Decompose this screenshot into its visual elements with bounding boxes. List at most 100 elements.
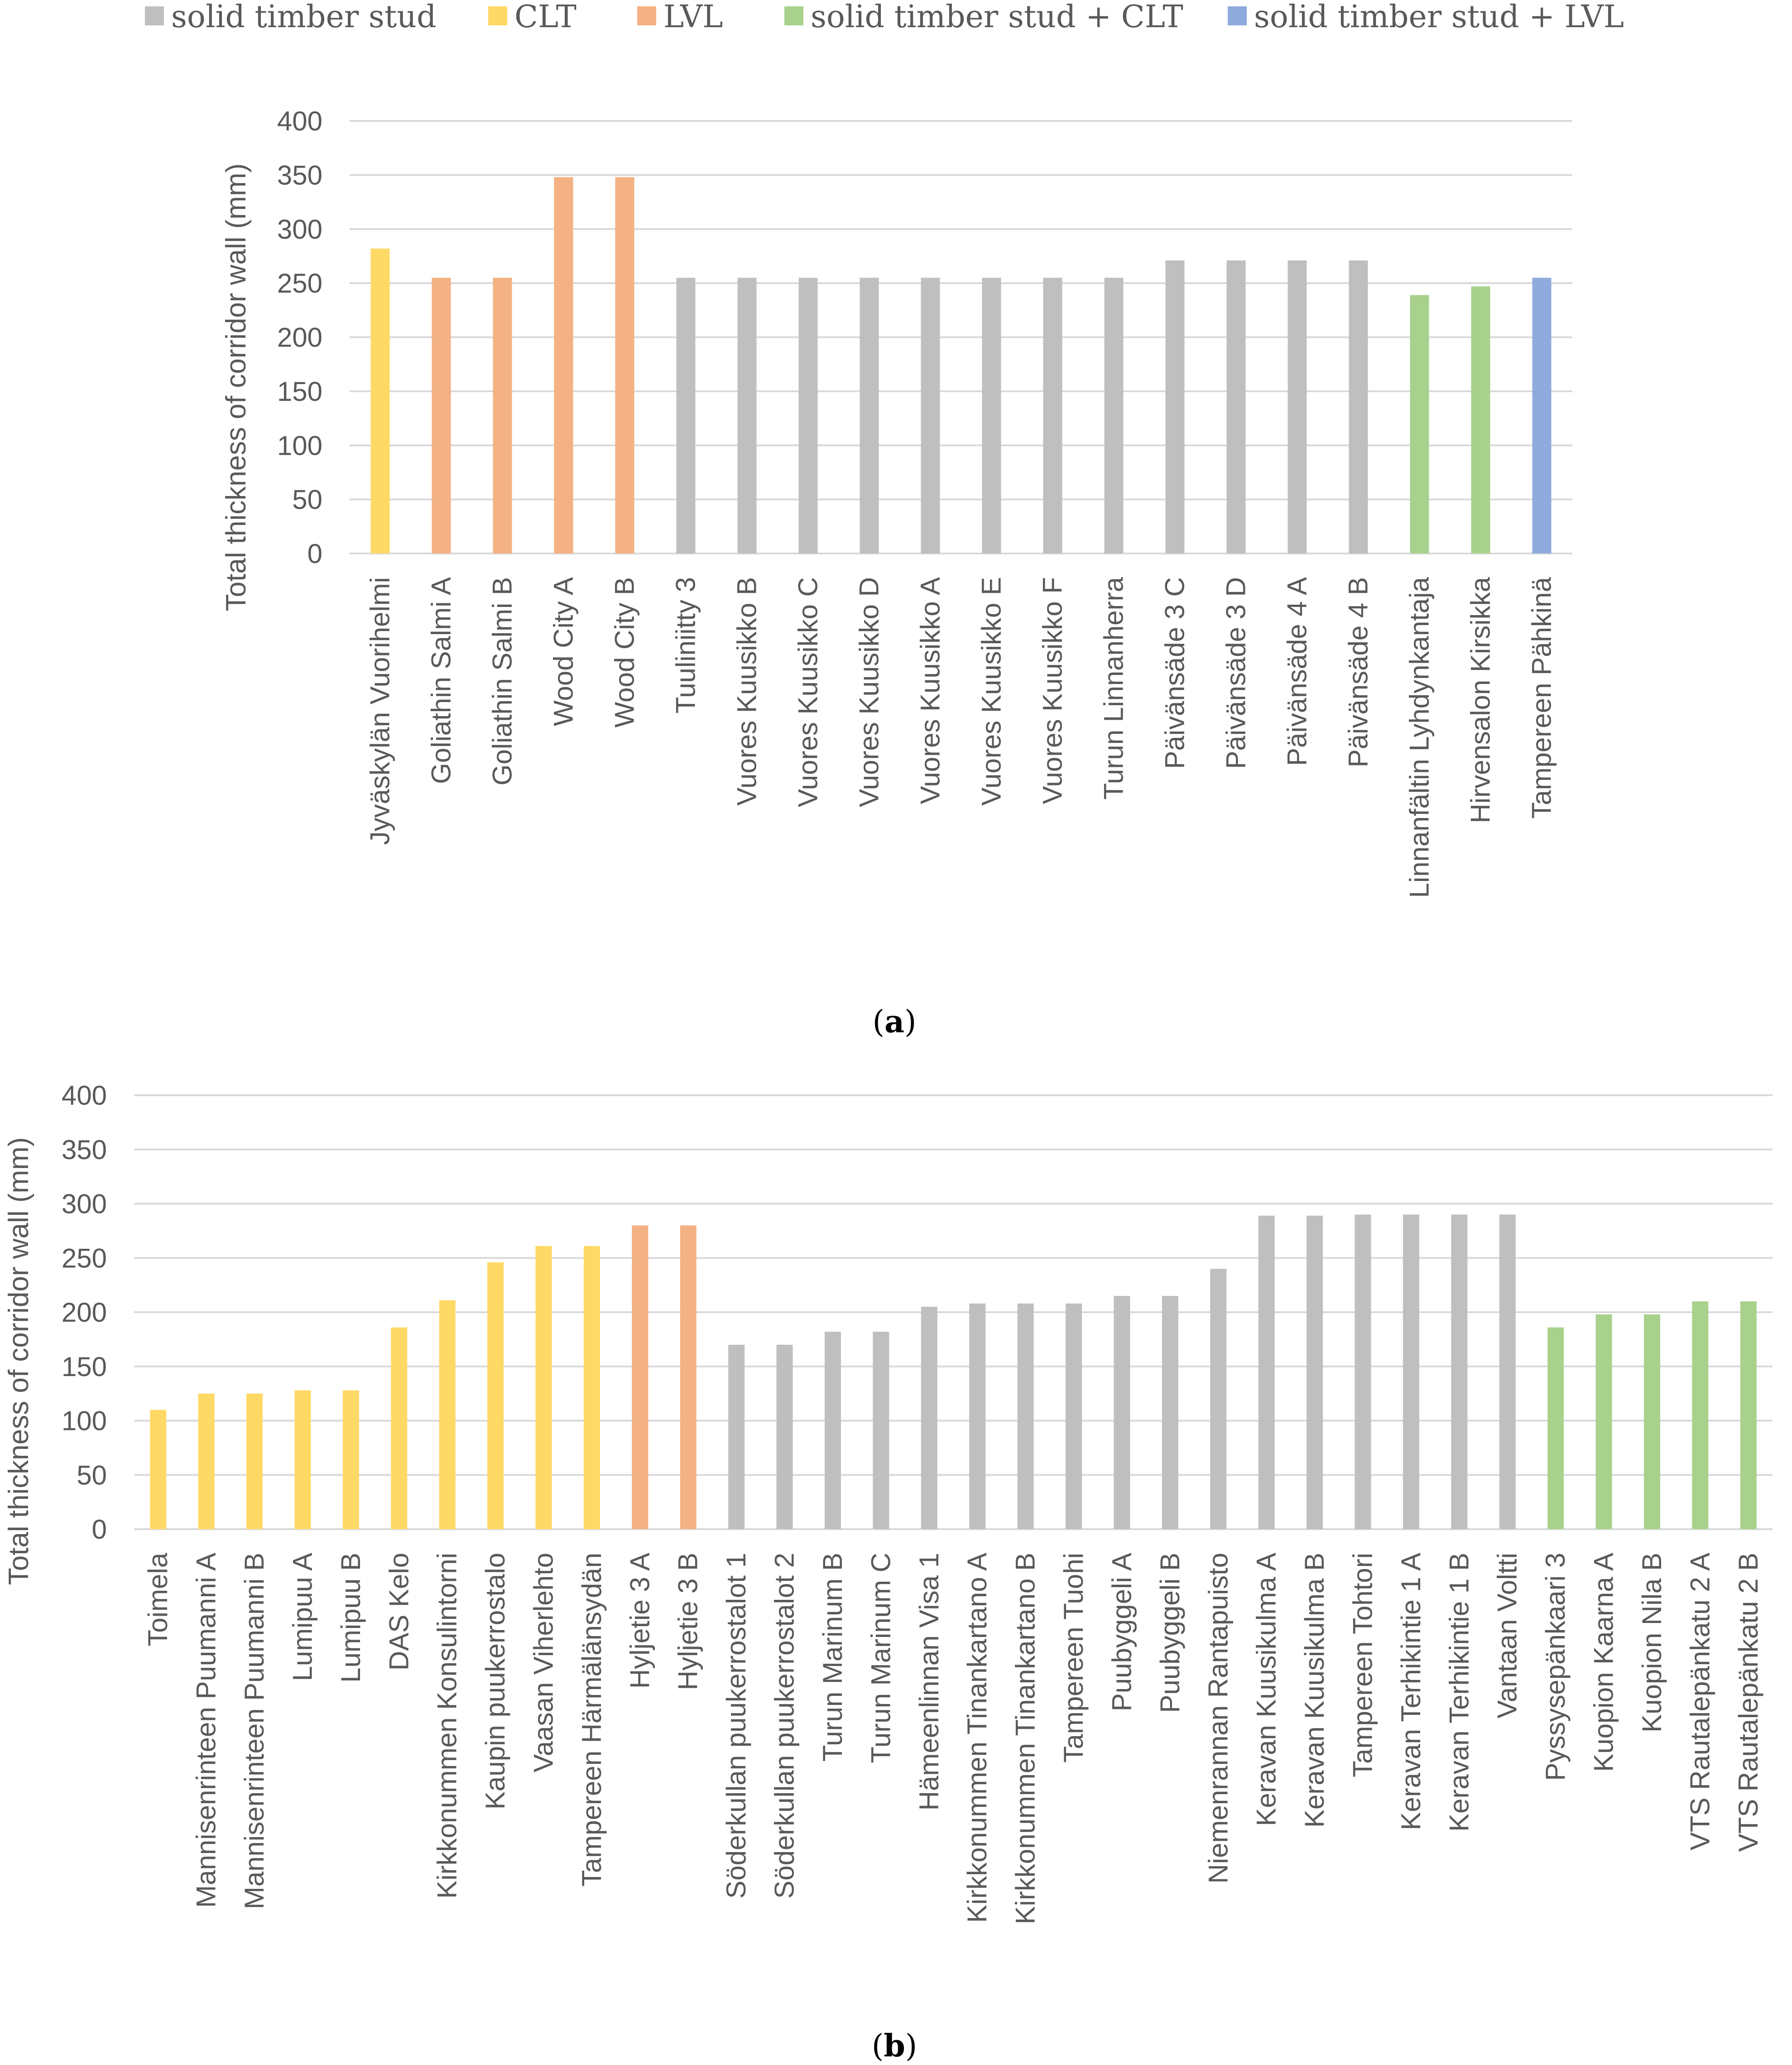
chart-b-x-label-26: Tampereen Tohtori (1348, 1553, 1378, 1777)
chart-b-bar-13 (728, 1344, 745, 1529)
chart-b-x-label-17: Hämeenlinnan Visa 1 (914, 1553, 944, 1810)
chart-b-x-label-15: Turun Marinum B (817, 1553, 848, 1762)
chart-a-x-label-1: Jyväskylän Vuorihelmi (365, 577, 395, 845)
chart-b-y-tick-100: 100 (62, 1406, 107, 1436)
chart-b-x-label-29: Vantaan Voltti (1492, 1553, 1523, 1718)
chart-b-bar-11 (632, 1225, 649, 1529)
chart-a-bar-7 (737, 278, 757, 554)
chart-a-y-tick-100: 100 (277, 430, 322, 461)
chart-a-x-label-6: Tuuliniitty 3 (671, 577, 701, 713)
chart-b: 0 50 100 150 200 250 300 350 400 Toimela Mannisen… (3, 1080, 1773, 2064)
chart-b-x-label-1: Toimela (143, 1552, 173, 1646)
chart-b-bar-19 (1017, 1303, 1034, 1529)
legend: solid timber stud CLT LVL solid timber stud… (145, 0, 1624, 35)
chart-b-y-axis-title: Total thickness of corridor wall (mm) (3, 1137, 34, 1585)
chart-a-x-label-5: Wood City B (610, 577, 640, 727)
chart-b-bar-22 (1162, 1296, 1178, 1529)
chart-a-x-labels: Jyväskylän Vuorihelmi Goliathin Salmi A Go… (365, 577, 1557, 898)
chart-b-bar-18 (969, 1303, 986, 1529)
legend-label-stud_clt: solid timber stud + CLT (811, 0, 1183, 35)
chart-b-x-label-8: Kaupin puukerrostalo (480, 1553, 510, 1810)
chart-a-x-label-9: Vuores Kuusikko D (854, 577, 884, 807)
chart-a-x-label-2: Goliathin Salmi A (426, 577, 456, 784)
chart-a-bar-9 (860, 278, 879, 554)
chart-a-bar-11 (982, 278, 1001, 554)
chart-a-x-label-7: Vuores Kuusikko B (732, 577, 762, 806)
chart-a-bar-17 (1349, 260, 1368, 554)
chart-a-y-tick-200: 200 (277, 323, 322, 353)
chart-a-x-label-13: Turun Linnanherra (1099, 577, 1129, 799)
chart-a-bar-5 (615, 177, 634, 554)
chart-a-x-label-3: Goliathin Salmi B (487, 577, 518, 785)
chart-a-x-label-18: Linnanfältin Lyhdynkantaja (1404, 577, 1435, 898)
chart-a-bar-6 (676, 278, 696, 554)
chart-b-x-label-27: Keravan Terhikintie 1 A (1396, 1553, 1426, 1830)
chart-b-caption: (b) (872, 2028, 918, 2064)
chart-b-bar-1 (150, 1410, 167, 1529)
chart-b-x-label-14: Söderkullan puukerrostalot 2 (769, 1553, 800, 1899)
legend-label-lvl: LVL (663, 0, 723, 35)
chart-b-bar-15 (824, 1332, 841, 1529)
chart-b-bars (150, 1214, 1757, 1529)
chart-a-bar-18 (1410, 295, 1429, 554)
chart-b-x-label-33: VTS Rautalepänkatu 2 A (1685, 1553, 1715, 1850)
chart-b-bar-31 (1595, 1314, 1612, 1529)
legend-swatch-clt (488, 6, 507, 25)
chart-b-y-tick-200: 200 (62, 1297, 107, 1328)
chart-b-x-label-34: VTS Rautalepänkatu 2 B (1733, 1553, 1763, 1852)
chart-a-bar-3 (493, 278, 512, 554)
chart-a-x-label-15: Päivänsäde 3 D (1221, 577, 1251, 769)
chart-a-bar-20 (1532, 278, 1552, 554)
chart-b-x-label-9: Vaasan Viherlehto (528, 1553, 559, 1772)
chart-a-x-label-12: Vuores Kuusikko F (1038, 577, 1068, 804)
chart-b-bar-5 (342, 1390, 359, 1529)
chart-b-bar-10 (583, 1246, 600, 1529)
chart-b-bar-17 (921, 1307, 937, 1529)
chart-a-y-tick-0: 0 (307, 539, 322, 569)
chart-a-x-label-10: Vuores Kuusikko A (915, 577, 946, 804)
chart-a-bar-15 (1226, 260, 1246, 554)
legend-label-clt: CLT (514, 0, 577, 35)
chart-b-y-tick-250: 250 (62, 1243, 107, 1273)
chart-b-bar-9 (535, 1246, 552, 1529)
chart-b-gridlines (134, 1094, 1773, 1530)
chart-b-y-tick-0: 0 (92, 1514, 107, 1545)
chart-a-caption: (a) (872, 1004, 916, 1040)
chart-b-x-label-22: Puubyggeli B (1155, 1553, 1185, 1713)
chart-b-x-label-19: Kirkkonummen Tinankartano B (1010, 1553, 1041, 1924)
chart-b-bar-7 (439, 1300, 456, 1529)
chart-b-bar-30 (1547, 1327, 1564, 1529)
chart-a-bar-1 (370, 248, 390, 554)
chart-b-bar-25 (1307, 1215, 1323, 1529)
chart-b-bar-26 (1355, 1214, 1371, 1529)
chart-b-bar-32 (1643, 1314, 1660, 1529)
chart-b-x-labels: Toimela Mannisenrinteen Puumanni A Mannise… (143, 1552, 1763, 1924)
chart-b-bar-28 (1451, 1214, 1468, 1529)
chart-b-x-label-7: Kirkkonummen Konsulintorni (432, 1553, 462, 1899)
legend-swatch-stud (145, 6, 164, 25)
chart-a-x-label-8: Vuores Kuusikko C (793, 577, 823, 807)
chart-a-bar-16 (1288, 260, 1307, 554)
chart-a-y-tick-150: 150 (277, 376, 322, 407)
chart-a-bar-14 (1165, 260, 1185, 554)
chart-b-y-tick-150: 150 (62, 1352, 107, 1382)
chart-b-bar-3 (246, 1393, 263, 1529)
chart-a-y-tick-50: 50 (292, 485, 322, 515)
chart-b-x-label-31: Kuopion Kaarna A (1589, 1553, 1619, 1772)
chart-a-x-label-11: Vuores Kuusikko E (976, 577, 1007, 806)
chart-b-x-label-5: Lumipuu B (336, 1553, 366, 1683)
chart-b-bar-8 (487, 1262, 504, 1529)
chart-b-bar-24 (1258, 1215, 1275, 1529)
chart-a-bar-12 (1043, 278, 1062, 554)
chart-b-x-label-11: Hyljetie 3 A (625, 1553, 655, 1689)
chart-b-bar-34 (1740, 1301, 1757, 1529)
chart-b-x-label-16: Turun Marinum C (865, 1553, 896, 1763)
chart-a-bar-2 (432, 278, 451, 554)
chart-a-y-tick-400: 400 (277, 106, 322, 136)
chart-b-bar-23 (1210, 1269, 1227, 1529)
chart-a-bar-8 (798, 278, 818, 554)
chart-a-gridlines (350, 120, 1572, 554)
legend-label-stud: solid timber stud (171, 0, 436, 35)
chart-b-bar-14 (776, 1344, 793, 1529)
